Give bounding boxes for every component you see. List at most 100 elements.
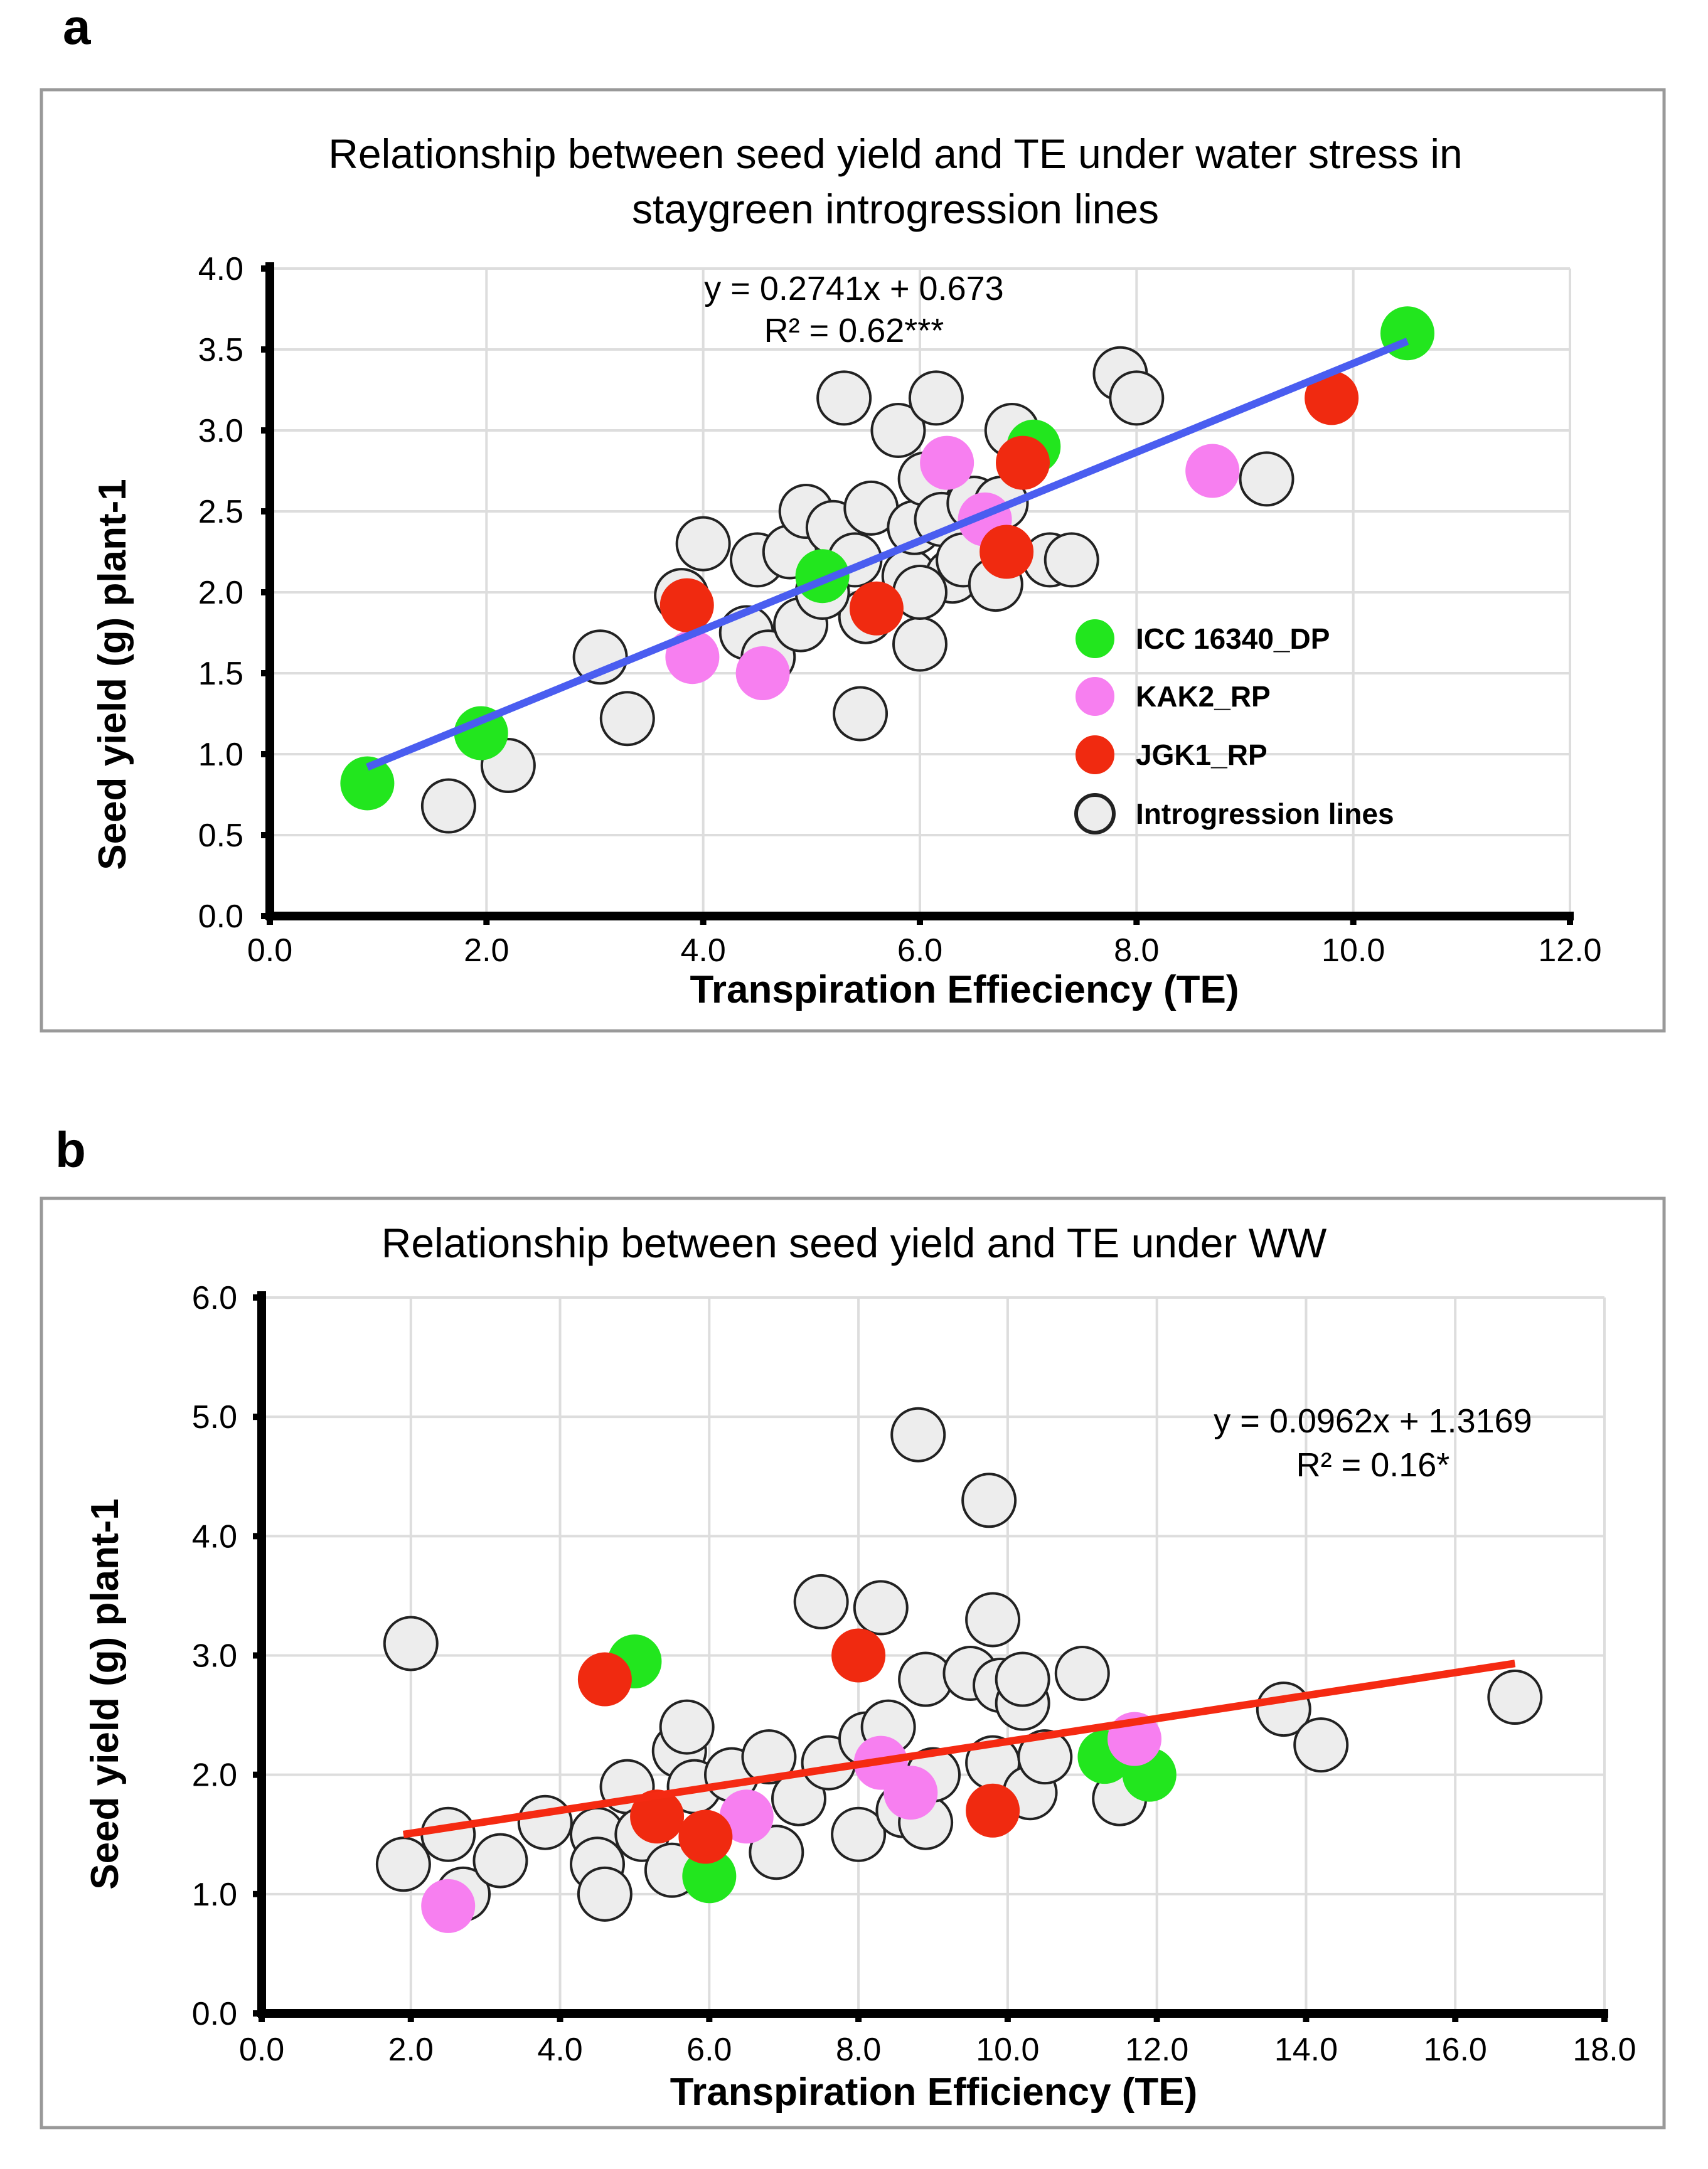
data-point-red <box>966 1783 1020 1838</box>
x-tick-label: 18.0 <box>1572 2032 1636 2068</box>
x-tick-label: 12.0 <box>1125 2032 1188 2068</box>
data-point-grey <box>577 1866 632 1922</box>
trendline <box>366 338 1409 771</box>
panel-label: b <box>55 1122 86 1178</box>
x-tick-label: 0.0 <box>247 932 292 969</box>
data-point-grey <box>892 616 947 672</box>
x-tick-label: 10.0 <box>1321 932 1385 969</box>
y-tick-label: 4.0 <box>192 1518 237 1555</box>
data-point-grey <box>853 1580 909 1636</box>
data-point-red <box>831 1628 886 1683</box>
data-point-grey <box>1293 1717 1349 1773</box>
data-point-grey <box>420 1806 476 1862</box>
data-point-grey <box>890 1407 946 1463</box>
data-point-grey <box>383 1616 439 1671</box>
data-point-grey <box>675 516 731 572</box>
y-tick-label: 2.0 <box>198 575 243 611</box>
data-point-pink <box>735 646 790 700</box>
data-point-red <box>630 1789 685 1844</box>
data-point-red <box>979 525 1034 579</box>
r-squared: R² = 0.16* <box>1296 1446 1450 1484</box>
x-tick-label: 0.0 <box>239 2032 284 2068</box>
legend-label: JGK1_RP <box>1136 738 1268 771</box>
legend-marker-red <box>1076 735 1114 774</box>
x-axis-label: Transpiration Efficiency (TE) <box>670 2070 1198 2114</box>
data-point-grey <box>741 1729 797 1785</box>
y-tick-label: 1.0 <box>192 1877 237 1913</box>
y-tick-label: 1.0 <box>198 737 243 773</box>
y-tick-label: 2.5 <box>198 494 243 530</box>
data-point-grey <box>749 1825 804 1880</box>
data-point-pink <box>421 1879 476 1933</box>
x-tick-label: 6.0 <box>897 932 942 969</box>
x-axis-label: Transpiration Effieciency (TE) <box>690 968 1239 1011</box>
trendline <box>402 1660 1516 1838</box>
y-axis-label: Seed yield (g) plant-1 <box>83 1498 127 1890</box>
y-tick-label: 6.0 <box>192 1280 237 1316</box>
regression-equation: y = 0.0962x + 1.3169 <box>1214 1402 1532 1440</box>
data-point-grey <box>420 778 476 834</box>
legend-marker-green <box>1076 619 1114 658</box>
y-tick-label: 3.0 <box>198 413 243 449</box>
data-point-grey <box>908 370 964 426</box>
x-tick-label: 14.0 <box>1274 2032 1338 2068</box>
data-point-red <box>577 1652 632 1707</box>
legend-label: Introgression lines <box>1136 797 1394 830</box>
data-point-pink <box>883 1766 938 1820</box>
data-point-grey <box>1239 451 1294 507</box>
data-point-grey <box>833 686 889 742</box>
x-tick-label: 8.0 <box>1114 932 1159 969</box>
data-point-red <box>659 578 714 632</box>
x-tick-label: 2.0 <box>388 2032 434 2068</box>
legend-label: KAK2_RP <box>1136 680 1271 713</box>
data-point-grey <box>1109 370 1165 426</box>
y-tick-label: 3.5 <box>198 332 243 368</box>
y-tick-label: 3.0 <box>192 1638 237 1675</box>
x-tick-label: 16.0 <box>1424 2032 1487 2068</box>
legend-marker-grey <box>1074 793 1116 834</box>
data-point-red <box>996 435 1050 490</box>
legend-marker-pink <box>1076 677 1114 716</box>
x-tick-label: 8.0 <box>836 2032 881 2068</box>
y-tick-label: 0.0 <box>198 898 243 935</box>
data-point-grey <box>375 1836 431 1892</box>
data-point-grey <box>965 1592 1021 1648</box>
data-point-red <box>849 581 904 636</box>
chart-title: staygreen introgression lines <box>632 186 1159 232</box>
legend: ICC 16340_DP KAK2_RP JGK1_RP Introgression … <box>1074 619 1394 834</box>
data-point-grey <box>831 1806 887 1862</box>
data-point-grey <box>1054 1646 1110 1702</box>
regression-equation: y = 0.2741x + 0.673 <box>704 270 1003 307</box>
y-tick-label: 0.5 <box>198 818 243 854</box>
chart-title: Relationship between seed yield and TE u… <box>328 131 1463 177</box>
data-point-grey <box>659 1699 715 1755</box>
data-point-red <box>678 1809 733 1864</box>
data-point-pink <box>920 435 974 490</box>
data-point-grey <box>517 1794 573 1850</box>
chart-panel-a: a Relationship between seed yield and TE … <box>40 0 1666 1033</box>
panel-label: a <box>63 0 91 55</box>
data-point-grey <box>793 1574 849 1629</box>
data-point-grey <box>1043 532 1099 588</box>
data-point-grey <box>1487 1670 1543 1725</box>
data-point-grey <box>961 1473 1017 1528</box>
data-point-grey <box>599 691 655 747</box>
data-point-grey <box>816 370 872 426</box>
chart-title: Relationship between seed yield and TE u… <box>382 1220 1327 1266</box>
y-axis-label: Seed yield (g) plant-1 <box>91 479 134 870</box>
data-point-pink <box>1185 444 1240 498</box>
y-tick-label: 4.0 <box>198 251 243 287</box>
y-tick-label: 1.5 <box>198 656 243 692</box>
data-point-grey <box>995 1651 1050 1707</box>
data-point-grey <box>870 403 926 458</box>
chart-panel-b: b Relationship between seed yield and TE … <box>40 1122 1666 2129</box>
x-tick-label: 6.0 <box>686 2032 732 2068</box>
x-tick-label: 4.0 <box>537 2032 582 2068</box>
x-tick-label: 4.0 <box>681 932 726 969</box>
x-tick-label: 10.0 <box>976 2032 1039 2068</box>
x-tick-label: 12.0 <box>1538 932 1601 969</box>
y-tick-label: 2.0 <box>192 1757 237 1794</box>
x-tick-label: 2.0 <box>464 932 509 969</box>
data-point-grey <box>1017 1729 1073 1785</box>
